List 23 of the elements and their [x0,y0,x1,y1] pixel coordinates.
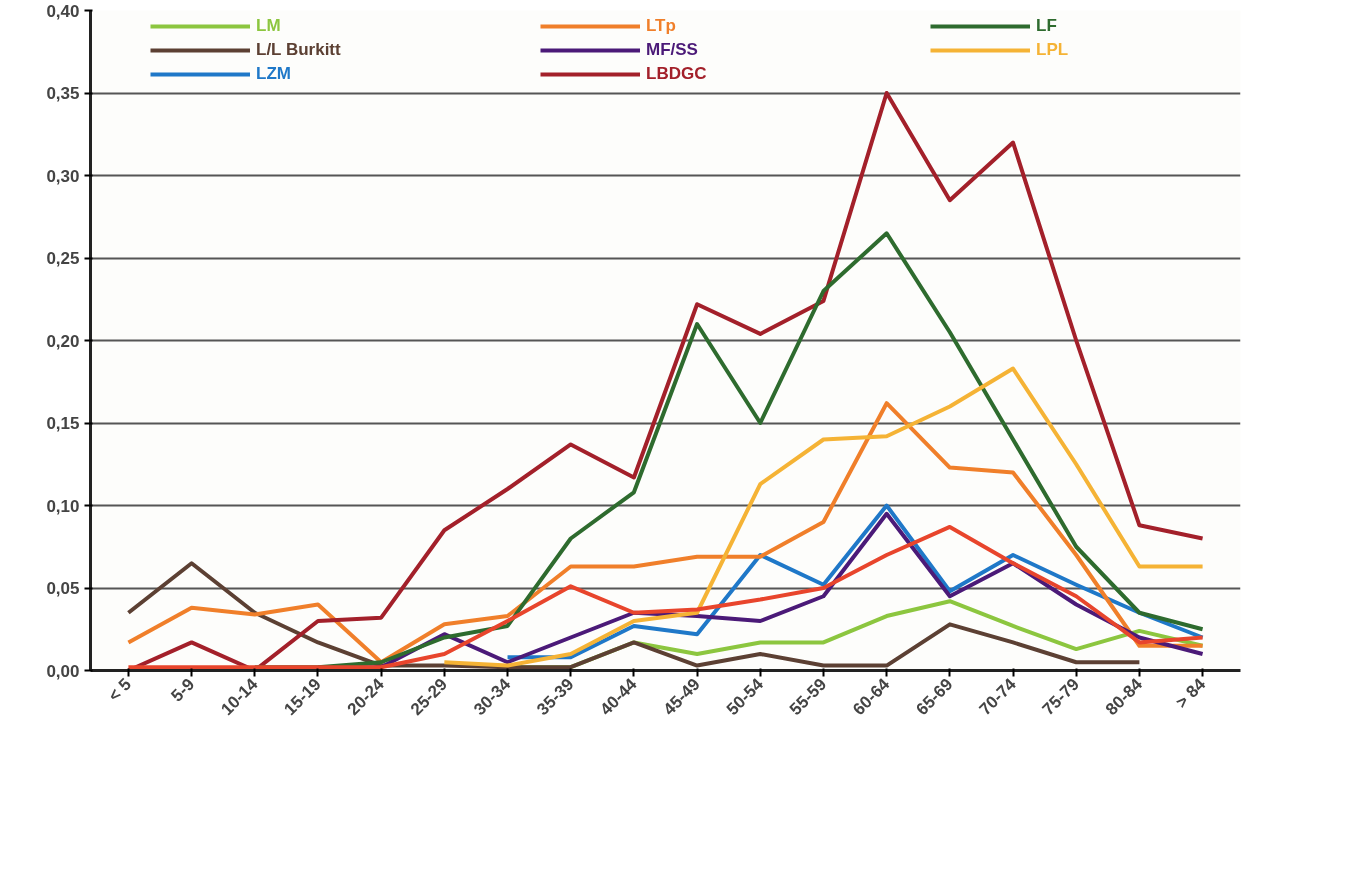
x-tick-label: > 84 [1172,674,1210,712]
line-series [126,524,1205,670]
y-tick-label: 0,40 [46,1,80,21]
y-tick-label: 0,35 [46,84,80,103]
y-tick-label: 0,15 [46,414,80,433]
text: LM [256,16,281,36]
line-series [442,366,1205,668]
text: LZM [256,64,291,84]
y-tick-label: 0,20 [46,331,80,351]
y-tick-label: 0,10 [46,496,80,516]
text: LBDGC [646,64,707,84]
y-tick-label: 0,00 [46,661,80,681]
text: LTp [646,16,676,36]
y-tick-label: 0,30 [46,166,80,186]
x-tick-label: 5-9 [167,674,199,706]
text: MF/SS [646,40,698,60]
y-tick-label: 0,05 [46,579,80,598]
y-tick-label: 0,25 [46,249,80,268]
text: L/L Burkitt [256,40,341,60]
line-series [126,561,1142,670]
text: LPL [1036,40,1069,60]
text: LF [1036,16,1057,36]
x-tick-label: < 5 [104,674,136,706]
